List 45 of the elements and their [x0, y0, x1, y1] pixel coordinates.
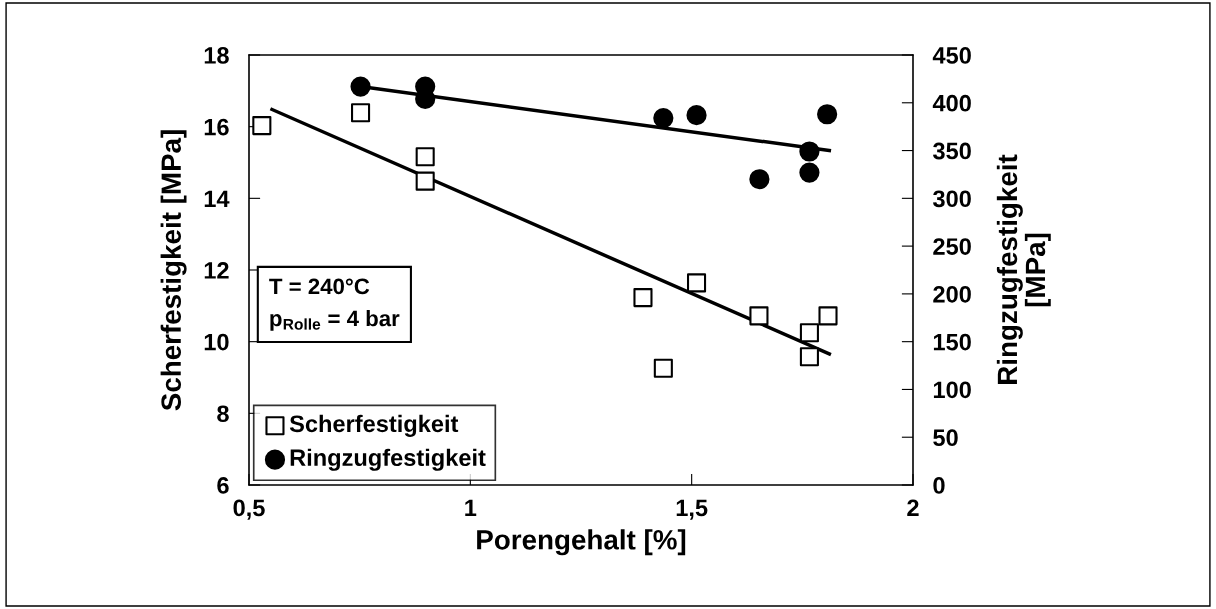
- y-tick-label: 18: [204, 47, 229, 64]
- point: [653, 358, 673, 378]
- legend-label: Ringzugfestigkeit: [290, 448, 486, 471]
- x-axis-title: Porengehalt [%]: [477, 529, 686, 556]
- x-tick-label: 1: [465, 499, 477, 516]
- point: [350, 76, 371, 97]
- y2-tick-label: 150: [933, 333, 971, 351]
- point: [686, 105, 707, 126]
- y2-tick-label: 200: [933, 285, 971, 303]
- point: [818, 306, 838, 326]
- y-tick-label: 10: [204, 333, 229, 351]
- y2-tick-label: 350: [932, 142, 971, 160]
- y-tick-label: 6: [217, 477, 229, 494]
- y-tick-label: 14: [204, 190, 230, 207]
- y-tick-label: 16: [204, 118, 229, 136]
- y-tick-label: 12: [204, 262, 229, 279]
- y2-tick-label: 400: [932, 94, 971, 112]
- y2-axis-title: Ringzugfestigkeit [MPa]: [996, 154, 1051, 384]
- point: [653, 107, 674, 129]
- y-axis-title: Scherfestigkeit [MPa]: [160, 130, 187, 411]
- point: [351, 103, 371, 123]
- y2-tick-label: 50: [933, 429, 958, 447]
- y-tick-label: 8: [217, 405, 229, 423]
- y2-tick-label: 300: [932, 190, 971, 208]
- point: [799, 323, 819, 343]
- y2-tick-label: 100: [933, 381, 971, 399]
- x-tick-label: 1,5: [676, 499, 708, 520]
- annotation: T = 240°C p$_{Rolle}$ = 4 bar: [269, 278, 400, 331]
- x-tick-label: 0,5: [233, 499, 265, 520]
- point: [252, 116, 272, 136]
- y2-tick-label: 250: [933, 238, 971, 255]
- point: [799, 162, 820, 183]
- y2-tick-label: 450: [932, 47, 971, 64]
- point: [633, 288, 653, 308]
- point: [686, 273, 707, 293]
- legend-label: Scherfestigkeit: [289, 414, 459, 437]
- point: [749, 169, 770, 190]
- point: [749, 306, 769, 326]
- y2-tick-label: 0: [933, 477, 945, 494]
- point: [799, 347, 819, 367]
- point: [799, 141, 820, 162]
- x-tick-label: 2: [907, 499, 919, 516]
- point: [415, 171, 435, 191]
- point: [415, 147, 435, 167]
- point: [817, 104, 838, 125]
